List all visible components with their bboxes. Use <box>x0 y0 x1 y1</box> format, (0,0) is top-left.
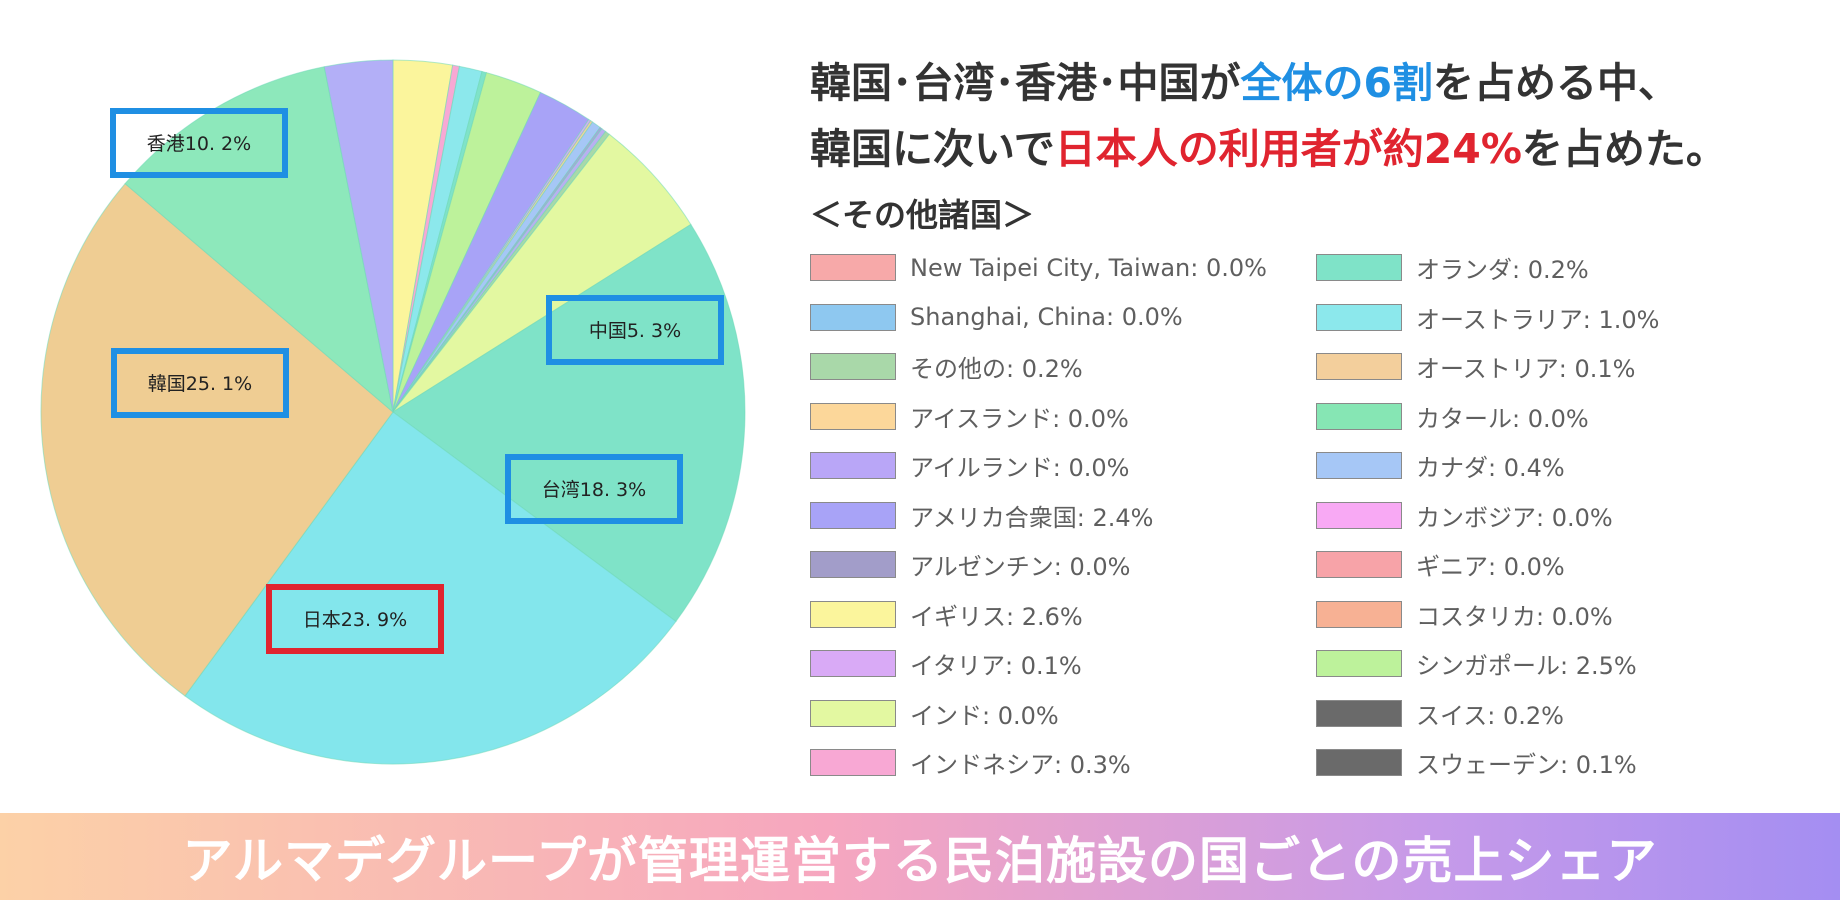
legend-left: New Taipei City, Taiwan: 0.0% Shanghai, C… <box>810 243 1330 788</box>
legend-label: アルゼンチン: 0.0% <box>910 553 1131 582</box>
legend-label: アイスランド: 0.0% <box>910 404 1129 433</box>
legend-swatch <box>810 650 896 678</box>
legend-label: カンボジア: 0.0% <box>1416 503 1613 532</box>
headline-text: 韓国･台湾･香港･中国が <box>810 59 1241 107</box>
legend-swatch <box>1316 699 1402 727</box>
legend-label: オランダ: 0.2% <box>1416 256 1589 285</box>
legend-label: New Taipei City, Taiwan: 0.0% <box>910 253 1267 282</box>
headline-line-2: 韓国に次いで日本人の利用者が約24%を占めた。 <box>810 116 1830 182</box>
legend-label: シンガポール: 2.5% <box>1416 652 1637 681</box>
legend-label: ギニア: 0.0% <box>1416 553 1565 582</box>
legend-swatch <box>1316 551 1402 579</box>
callout-label: 香港10. 2% <box>147 133 251 155</box>
legend-swatch <box>1316 650 1402 678</box>
legend-swatch <box>1316 749 1402 777</box>
legend-swatch <box>810 501 896 529</box>
legend-swatch <box>810 551 896 579</box>
callout-box <box>110 108 288 178</box>
legend-swatch <box>1316 303 1402 331</box>
legend-swatch <box>810 254 896 282</box>
legend-title: ＜その他諸国＞ <box>810 196 1035 234</box>
callout-box <box>546 295 724 365</box>
legend-item: カタール: 0.0% <box>1316 392 1836 442</box>
legend-swatch <box>1316 452 1402 480</box>
legend-swatch <box>1316 353 1402 381</box>
legend-item: シンガポール: 2.5% <box>1316 639 1836 689</box>
headline-text: を占めた。 <box>1521 125 1727 173</box>
legend-swatch <box>1316 254 1402 282</box>
legend-item: オーストリア: 0.1% <box>1316 342 1836 392</box>
pie-chart: 中国5. 3% 台湾18. 3% 日本23. 9% 韓国25. 1% 香港10. 2% <box>40 59 746 765</box>
legend-item: コスタリカ: 0.0% <box>1316 590 1836 640</box>
headline-text: を占める中、 <box>1433 59 1680 107</box>
legend-label: カナダ: 0.4% <box>1416 454 1565 483</box>
headline-line-1: 韓国･台湾･香港･中国が全体の6割を占める中、 <box>810 50 1830 116</box>
legend-item: スイス: 0.2% <box>1316 689 1836 739</box>
callout-label: 韓国25. 1% <box>148 373 252 395</box>
legend-item: スウェーデン: 0.1% <box>1316 738 1836 788</box>
legend-swatch <box>810 699 896 727</box>
legend-item: アイスランド: 0.0% <box>810 392 1330 442</box>
legend-label: アメリカ合衆国: 2.4% <box>910 503 1154 532</box>
legend-label: インドネシア: 0.3% <box>910 751 1131 780</box>
legend-swatch <box>810 600 896 628</box>
legend-swatch <box>810 303 896 331</box>
footer-title: アルマデグループが管理運営する民泊施設の国ごとの売上シェア <box>182 831 1658 890</box>
legend-item: ギニア: 0.0% <box>1316 540 1836 590</box>
legend-item: New Taipei City, Taiwan: 0.0% <box>810 243 1330 293</box>
pie-slice <box>40 182 394 697</box>
callout-box <box>266 584 444 654</box>
legend-swatch <box>810 749 896 777</box>
headline: 韓国･台湾･香港･中国が全体の6割を占める中、 韓国に次いで日本人の利用者が約2… <box>810 50 1830 182</box>
callout-box <box>111 348 289 418</box>
legend-item: カンボジア: 0.0% <box>1316 491 1836 541</box>
legend-label: イギリス: 2.6% <box>910 602 1083 631</box>
legend-swatch <box>810 402 896 430</box>
legend-label: Shanghai, China: 0.0% <box>910 303 1183 332</box>
footer-banner: アルマデグループが管理運営する民泊施設の国ごとの売上シェア <box>0 813 1840 900</box>
legend-label: アイルランド: 0.0% <box>910 454 1130 483</box>
legend-swatch <box>1316 600 1402 628</box>
legend-label: オーストリア: 0.1% <box>1416 355 1636 384</box>
callout-label: 日本23. 9% <box>303 609 407 631</box>
legend-swatch <box>1316 501 1402 529</box>
legend-item: インドネシア: 0.3% <box>810 738 1330 788</box>
legend-swatch <box>1316 402 1402 430</box>
legend-item: インド: 0.0% <box>810 689 1330 739</box>
headline-highlight-blue: 全体の6割 <box>1240 59 1434 107</box>
callout-label: 台湾18. 3% <box>542 479 646 501</box>
legend-label: オーストラリア: 1.0% <box>1416 305 1660 334</box>
legend-label: スイス: 0.2% <box>1416 701 1564 730</box>
legend-item: その他の: 0.2% <box>810 342 1330 392</box>
pie-slice <box>323 59 394 413</box>
legend-item: アイルランド: 0.0% <box>810 441 1330 491</box>
legend-label: イタリア: 0.1% <box>910 652 1082 681</box>
headline-text: 韓国に次いで <box>810 125 1055 173</box>
legend-label: その他の: 0.2% <box>910 355 1083 384</box>
legend-swatch <box>810 353 896 381</box>
legend-item: オーストラリア: 1.0% <box>1316 293 1836 343</box>
legend-label: インド: 0.0% <box>910 701 1059 730</box>
legend-label: カタール: 0.0% <box>1416 404 1589 433</box>
legend-label: スウェーデン: 0.1% <box>1416 751 1637 780</box>
legend-right: オランダ: 0.2% オーストラリア: 1.0% オーストリア: 0.1% カタール:… <box>1316 243 1836 788</box>
legend-swatch <box>810 452 896 480</box>
legend-item: アメリカ合衆国: 2.4% <box>810 491 1330 541</box>
legend-item: オランダ: 0.2% <box>1316 243 1836 293</box>
legend-label: コスタリカ: 0.0% <box>1416 602 1613 631</box>
legend-item: アルゼンチン: 0.0% <box>810 540 1330 590</box>
legend-item: カナダ: 0.4% <box>1316 441 1836 491</box>
headline-highlight-red: 日本人の利用者が約24% <box>1054 125 1522 173</box>
legend-item: イタリア: 0.1% <box>810 639 1330 689</box>
legend-item: Shanghai, China: 0.0% <box>810 293 1330 343</box>
legend-item: イギリス: 2.6% <box>810 590 1330 640</box>
callout-label: 中国5. 3% <box>589 320 681 342</box>
callout-box <box>505 454 683 524</box>
